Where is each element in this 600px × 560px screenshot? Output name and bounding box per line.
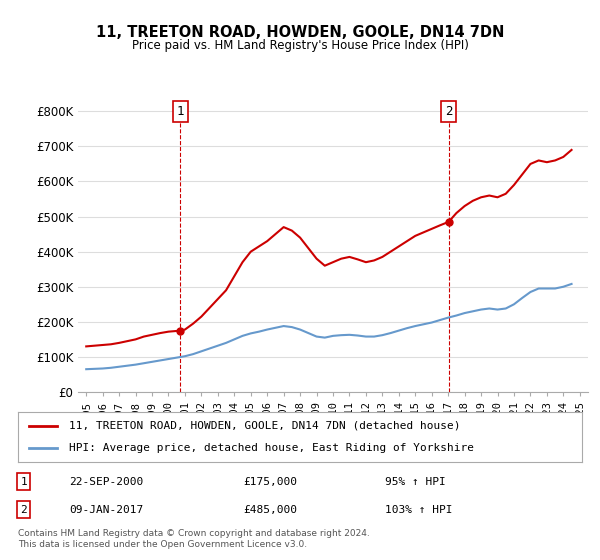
- Text: 1: 1: [176, 105, 184, 118]
- Text: 1: 1: [20, 477, 27, 487]
- Text: 103% ↑ HPI: 103% ↑ HPI: [385, 505, 452, 515]
- Text: 09-JAN-2017: 09-JAN-2017: [69, 505, 143, 515]
- Text: £175,000: £175,000: [244, 477, 298, 487]
- Text: HPI: Average price, detached house, East Riding of Yorkshire: HPI: Average price, detached house, East…: [69, 443, 474, 453]
- Text: 95% ↑ HPI: 95% ↑ HPI: [385, 477, 445, 487]
- Text: 22-SEP-2000: 22-SEP-2000: [69, 477, 143, 487]
- Text: 2: 2: [20, 505, 27, 515]
- Text: 11, TREETON ROAD, HOWDEN, GOOLE, DN14 7DN: 11, TREETON ROAD, HOWDEN, GOOLE, DN14 7D…: [96, 25, 504, 40]
- Text: £485,000: £485,000: [244, 505, 298, 515]
- Text: Price paid vs. HM Land Registry's House Price Index (HPI): Price paid vs. HM Land Registry's House …: [131, 39, 469, 52]
- Text: 2: 2: [445, 105, 452, 118]
- Text: 11, TREETON ROAD, HOWDEN, GOOLE, DN14 7DN (detached house): 11, TREETON ROAD, HOWDEN, GOOLE, DN14 7D…: [69, 421, 460, 431]
- Text: Contains HM Land Registry data © Crown copyright and database right 2024.
This d: Contains HM Land Registry data © Crown c…: [18, 529, 370, 549]
